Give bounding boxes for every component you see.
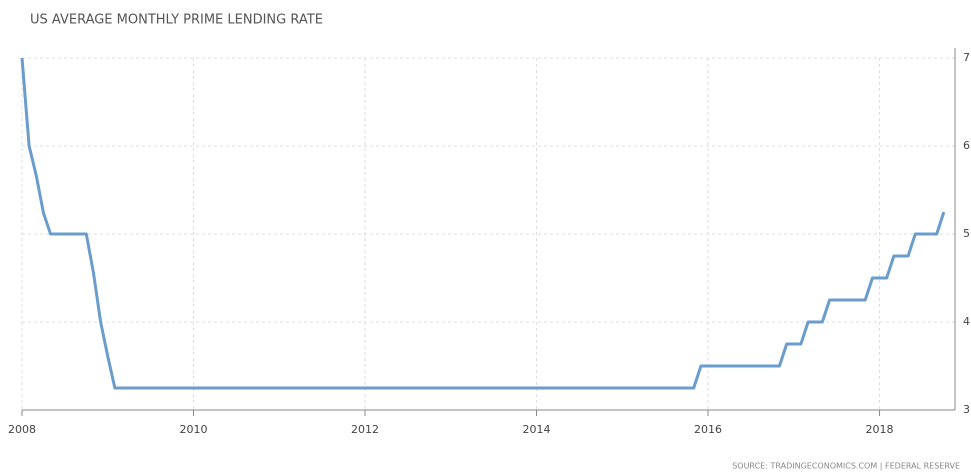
y-tick-label: 5 bbox=[963, 227, 970, 240]
y-tick-label: 6 bbox=[963, 139, 970, 152]
y-tick-label: 7 bbox=[963, 51, 970, 64]
x-tick-label: 2010 bbox=[180, 423, 208, 436]
line-series bbox=[20, 57, 946, 390]
x-tick-label: 2016 bbox=[694, 423, 722, 436]
chart-title: US AVERAGE MONTHLY PRIME LENDING RATE bbox=[30, 13, 323, 28]
x-tick-label: 2018 bbox=[866, 423, 894, 436]
y-tick-label: 3 bbox=[963, 403, 970, 416]
x-tick-label: 2008 bbox=[8, 423, 36, 436]
y-tick-label: 4 bbox=[963, 315, 970, 328]
x-tick-label: 2012 bbox=[351, 423, 379, 436]
source: SOURCE: TRADINGECONOMICS.COM | FEDERAL R… bbox=[732, 462, 960, 471]
x-tick-label: 2014 bbox=[523, 423, 551, 436]
